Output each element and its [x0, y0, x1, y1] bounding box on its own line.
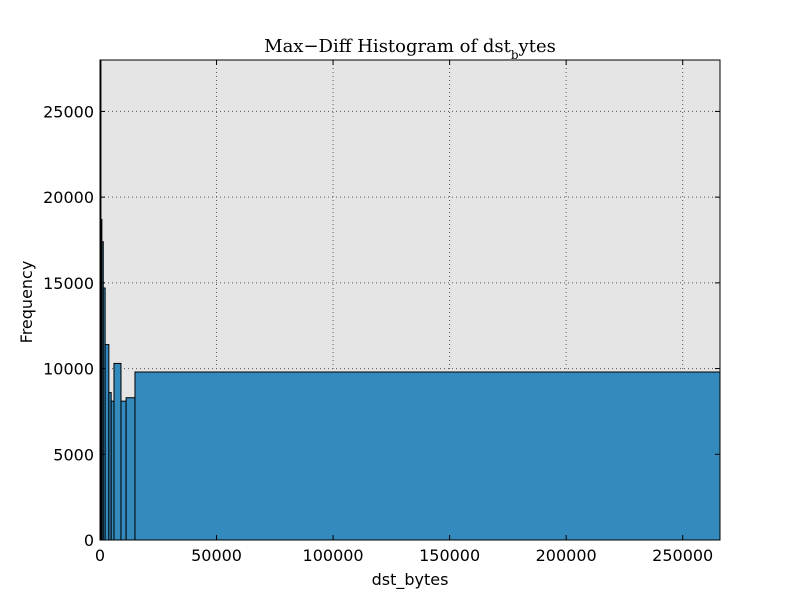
- y-tick-label: 5000: [53, 445, 94, 464]
- x-tick-label: 100000: [303, 546, 364, 565]
- histogram-bar: [113, 362, 122, 541]
- y-tick-label: 15000: [43, 274, 94, 293]
- histogram-bar: [134, 371, 721, 541]
- y-tick-label: 0: [84, 531, 94, 550]
- x-axis-ticks: 0 50000 100000 150000 200000 250000: [95, 60, 713, 565]
- y-tick-label: 20000: [43, 188, 94, 207]
- x-tick-label: 50000: [191, 546, 242, 565]
- y-tick-label: 25000: [43, 102, 94, 121]
- x-tick-label: 200000: [536, 546, 597, 565]
- y-axis-label: Frequency: [17, 261, 36, 344]
- chart-title: Max−Diff Histogram of dstbytes: [264, 36, 556, 62]
- y-axis-ticks: 0 5000 10000 15000 20000 25000: [43, 102, 720, 550]
- x-axis-label: dst_bytes: [372, 570, 449, 590]
- x-tick-label: 150000: [419, 546, 480, 565]
- histogram-bar: [120, 400, 127, 541]
- x-tick-label: 250000: [652, 546, 713, 565]
- y-tick-label: 10000: [43, 360, 94, 379]
- histogram-bar: [104, 344, 110, 541]
- x-tick-label: 0: [95, 546, 105, 565]
- histogram-bar: [125, 397, 136, 541]
- plot-frame: [99, 59, 721, 541]
